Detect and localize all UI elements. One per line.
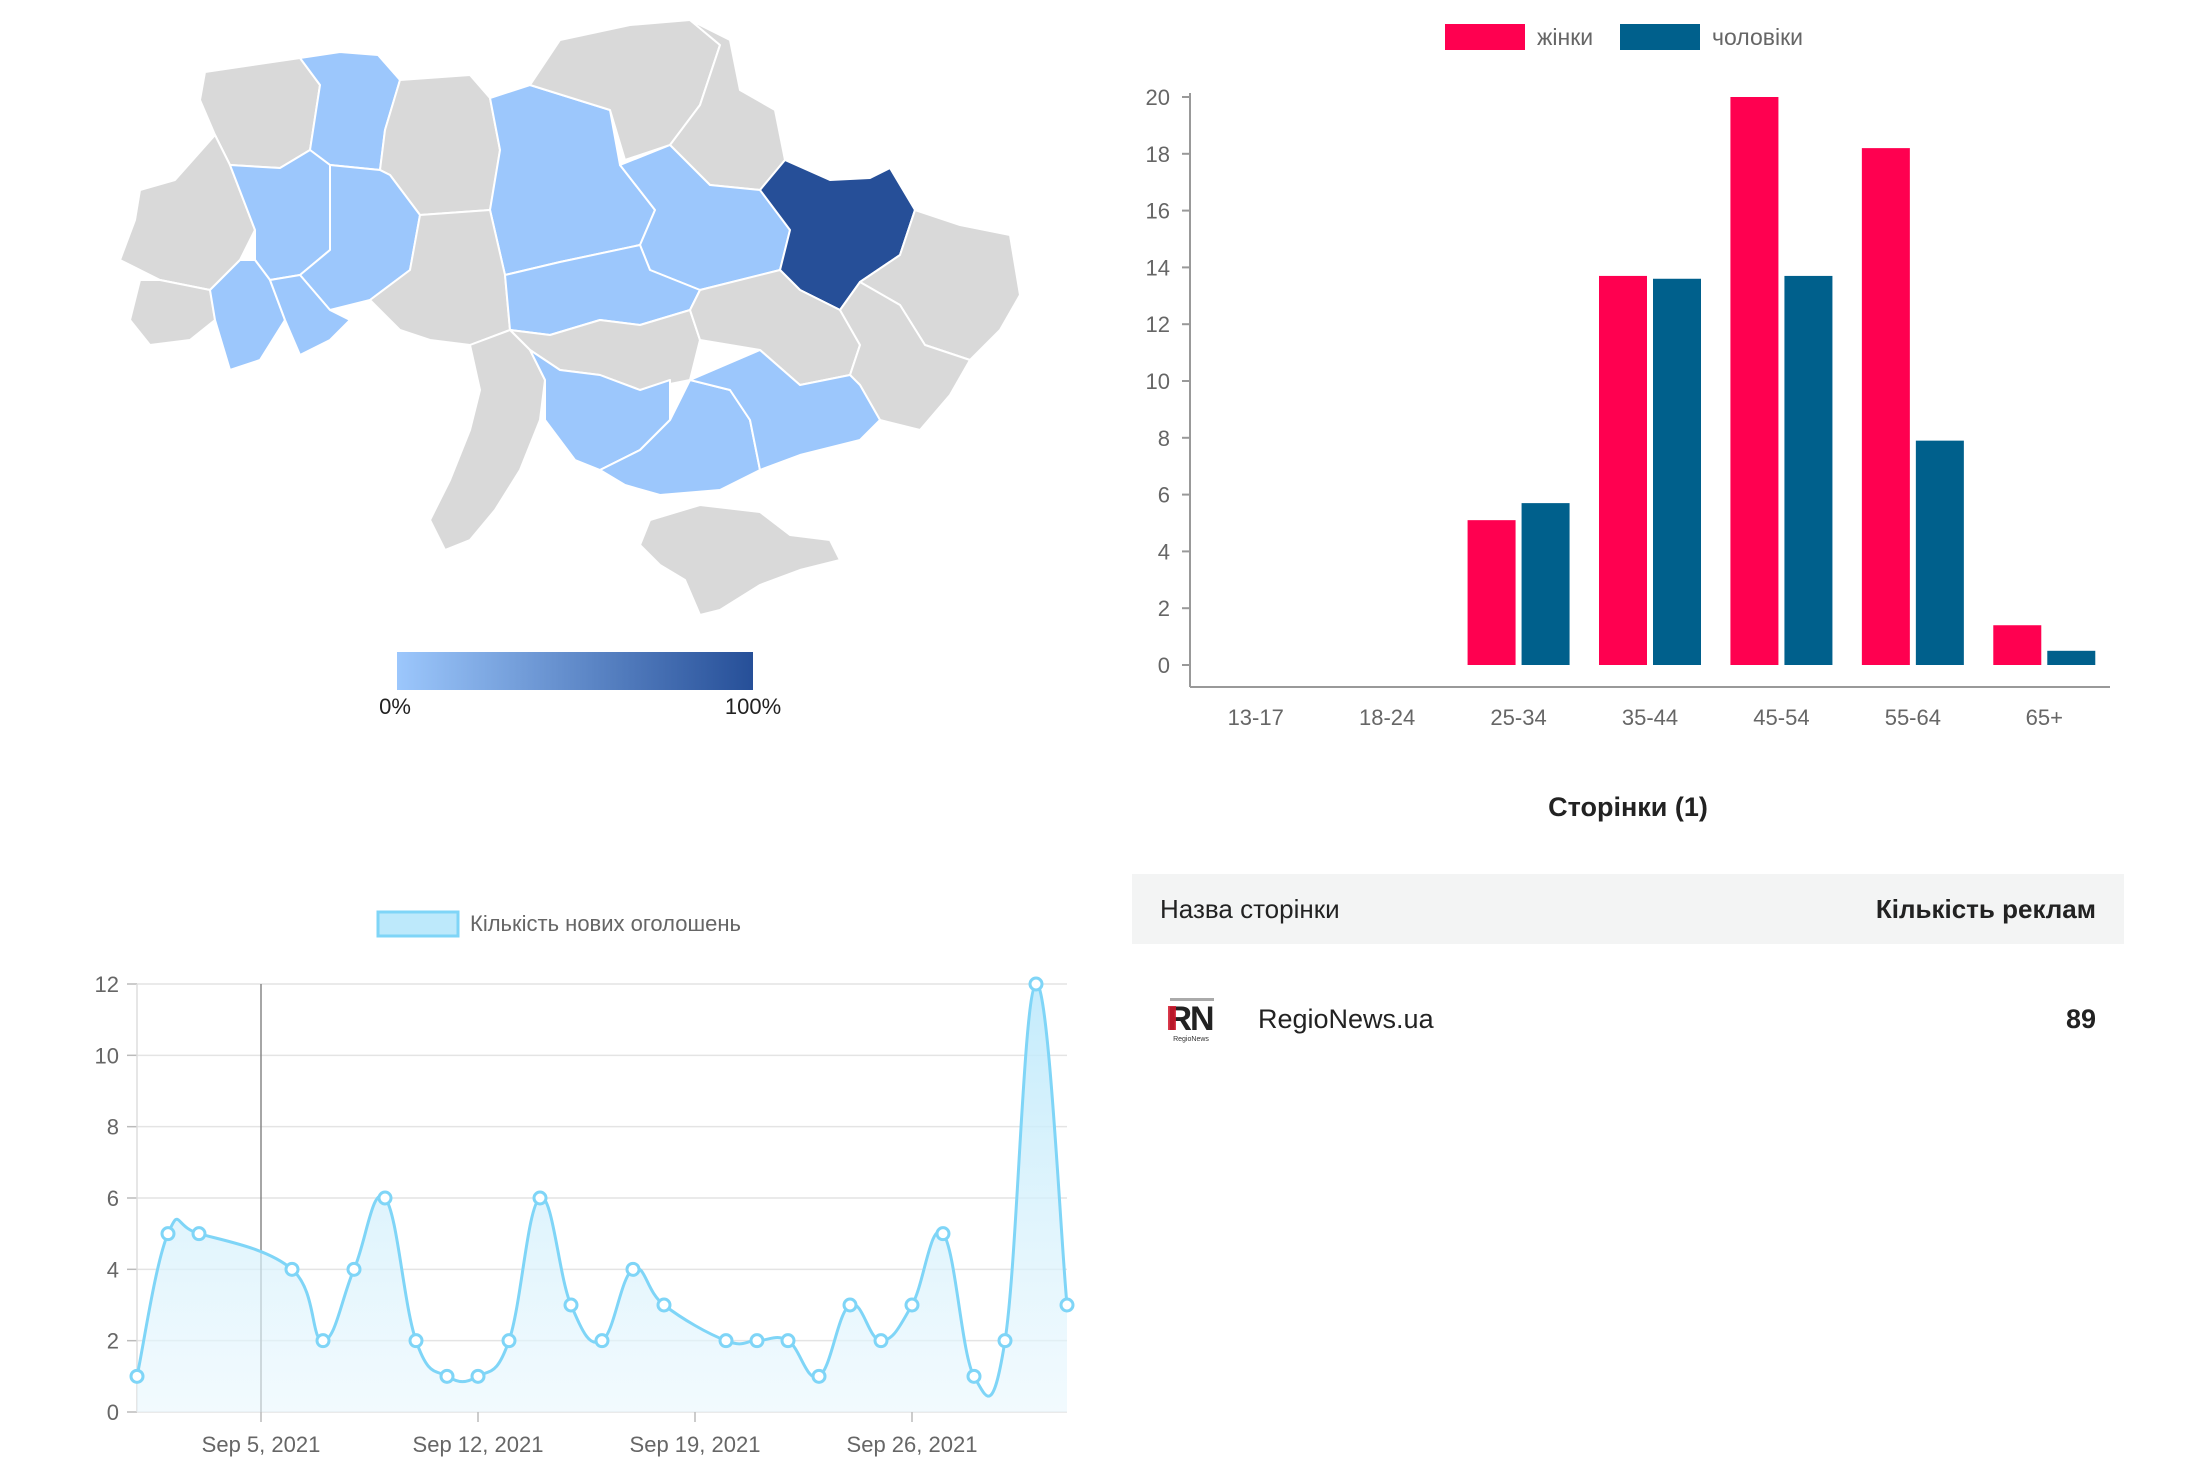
bar-y-tick-label: 6 — [1158, 483, 1170, 508]
bar-x-tick-label: 55-64 — [1885, 705, 1941, 730]
bar-y-tick-label: 18 — [1146, 142, 1170, 167]
line-data-point[interactable] — [873, 1333, 889, 1349]
pages-table: Назва сторінки Кількість реклам RN Regio… — [1132, 874, 2124, 1094]
bar-x-tick-label: 35-44 — [1622, 705, 1678, 730]
new-ads-line-chart: Кількість нових оголошень 0 2 4 6 8 10 12 Sep 5… — [95, 910, 1075, 1457]
line-data-point[interactable] — [811, 1368, 827, 1384]
line-x-tick-label: Sep 19, 2021 — [630, 1432, 761, 1457]
line-data-point[interactable] — [997, 1333, 1013, 1349]
line-data-point[interactable] — [966, 1368, 982, 1384]
pages-section-title: Сторінки (1) — [1548, 792, 1708, 822]
bar-чоловіки[interactable] — [1784, 275, 1833, 665]
bar-жінки[interactable] — [1730, 97, 1779, 665]
map-scale-max-label: 100% — [725, 694, 781, 719]
bar-legend-swatch[interactable] — [1620, 24, 1700, 50]
page-name[interactable]: RegioNews.ua — [1258, 1003, 1434, 1034]
bar-legend-label[interactable]: жінки — [1537, 24, 1593, 50]
bar-чоловіки[interactable] — [2047, 650, 2096, 665]
line-x-tick-label: Sep 5, 2021 — [202, 1432, 321, 1457]
line-data-point[interactable] — [191, 1226, 207, 1242]
line-data-point[interactable] — [749, 1333, 765, 1349]
bar-y-tick-label: 8 — [1158, 426, 1170, 451]
page-name-column-header: Назва сторінки — [1160, 893, 1340, 924]
line-data-point[interactable] — [377, 1190, 393, 1206]
line-legend-label[interactable]: Кількість нових оголошень — [470, 911, 741, 936]
bar-x-tick-label: 18-24 — [1359, 705, 1415, 730]
bar-y-tick-label: 16 — [1146, 199, 1170, 224]
line-data-point[interactable] — [625, 1261, 641, 1277]
bar-y-tick-label: 14 — [1146, 255, 1170, 280]
line-data-point[interactable] — [315, 1333, 331, 1349]
line-y-tick-label: 6 — [107, 1186, 119, 1211]
line-data-point[interactable] — [470, 1368, 486, 1384]
bar-x-tick-label: 13-17 — [1228, 705, 1284, 730]
line-x-tick-label: Sep 26, 2021 — [847, 1432, 978, 1457]
ad-count-column-header: Кількість реклам — [1875, 893, 2096, 924]
line-y-tick-label: 4 — [107, 1257, 119, 1282]
line-data-point[interactable] — [129, 1368, 145, 1384]
line-data-point[interactable] — [1059, 1297, 1075, 1313]
bar-y-tick-label: 2 — [1158, 596, 1170, 621]
pages-table-header: Назва сторінки Кількість реклам — [1132, 874, 2124, 944]
map-region-zakarpattia[interactable] — [129, 279, 216, 346]
line-y-tick-label: 8 — [107, 1115, 119, 1140]
map-region-crimea[interactable] — [639, 504, 841, 616]
bar-жінки[interactable] — [1861, 148, 1910, 665]
line-data-point[interactable] — [904, 1297, 920, 1313]
line-data-point[interactable] — [656, 1297, 672, 1313]
map-region-chernivtsi[interactable] — [269, 274, 351, 356]
table-row[interactable]: RN RegioNews RegioNews.ua 89 — [1132, 944, 2124, 1094]
line-data-point[interactable] — [1028, 976, 1044, 992]
map-region-vinnytsia[interactable] — [369, 209, 511, 346]
line-data-point[interactable] — [594, 1333, 610, 1349]
bar-x-tick-label: 45-54 — [1753, 705, 1809, 730]
ad-count: 89 — [2065, 1003, 2096, 1034]
line-data-point[interactable] — [501, 1333, 517, 1349]
bar-жінки[interactable] — [1993, 625, 2042, 665]
map-region-zaporizhzhia[interactable] — [689, 349, 881, 471]
line-data-point[interactable] — [563, 1297, 579, 1313]
bar-жінки[interactable] — [1467, 520, 1516, 665]
line-y-tick-label: 12 — [95, 972, 119, 997]
line-data-point[interactable] — [346, 1261, 362, 1277]
ukraine-region-map: 0% 100% — [119, 19, 1021, 719]
bar-y-tick-label: 0 — [1158, 653, 1170, 678]
line-data-point[interactable] — [718, 1333, 734, 1349]
map-region-odesa[interactable] — [429, 329, 546, 551]
regionews-logo: RN RegioNews — [1160, 994, 1222, 1044]
map-color-scale-bar — [397, 652, 753, 690]
line-y-tick-label: 2 — [107, 1329, 119, 1354]
bar-y-tick-label: 10 — [1146, 369, 1170, 394]
bar-чоловіки[interactable] — [1915, 440, 1964, 665]
bar-legend-label[interactable]: чоловіки — [1712, 24, 1803, 50]
line-legend-swatch[interactable] — [376, 910, 460, 938]
line-data-point[interactable] — [439, 1368, 455, 1384]
line-data-point[interactable] — [408, 1333, 424, 1349]
line-x-tick-label: Sep 12, 2021 — [413, 1432, 544, 1457]
bar-y-tick-label: 4 — [1158, 539, 1170, 564]
line-data-point[interactable] — [935, 1226, 951, 1242]
line-data-point[interactable] — [284, 1261, 300, 1277]
bar-x-tick-label: 25-34 — [1490, 705, 1546, 730]
bar-жінки[interactable] — [1599, 275, 1647, 665]
line-data-point[interactable] — [780, 1333, 796, 1349]
map-scale-min-label: 0% — [379, 694, 411, 719]
bar-чоловіки[interactable] — [1653, 278, 1701, 665]
line-y-tick-label: 10 — [95, 1043, 119, 1068]
age-gender-bar-chart: жінки чоловіки 0 2 4 6 8 10 12 14 16 18 20 13-17 18-2… — [1146, 24, 2110, 730]
svg-text:RegioNews: RegioNews — [1173, 1036, 1209, 1043]
line-data-point[interactable] — [160, 1226, 176, 1242]
line-data-point[interactable] — [842, 1297, 858, 1313]
bar-legend-swatch[interactable] — [1445, 24, 1525, 50]
map-region-donetsk[interactable] — [839, 281, 971, 431]
bar-x-tick-label: 65+ — [2026, 705, 2063, 730]
line-area-fill — [137, 983, 1067, 1412]
bar-y-tick-label: 12 — [1146, 312, 1170, 337]
bar-чоловіки[interactable] — [1521, 503, 1570, 665]
bar-y-tick-label: 20 — [1146, 85, 1170, 110]
line-y-tick-label: 0 — [107, 1400, 119, 1425]
line-data-point[interactable] — [532, 1190, 548, 1206]
